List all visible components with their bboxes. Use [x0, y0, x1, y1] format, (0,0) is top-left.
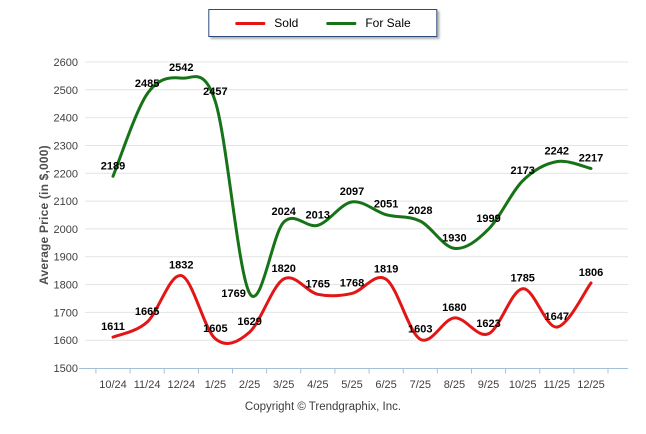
- y-axis-label: 2600: [54, 57, 78, 69]
- data-label: 1820: [271, 263, 295, 275]
- data-label: 1832: [169, 260, 193, 272]
- data-label: 1603: [408, 323, 432, 335]
- data-label: 2173: [510, 165, 534, 177]
- legend-item-for-sale[interactable]: For Sale: [326, 16, 411, 30]
- x-axis-label: 12/24: [168, 379, 196, 391]
- data-label: 1647: [545, 311, 569, 323]
- series-line-for-sale: [111, 75, 593, 298]
- data-label: 1611: [101, 321, 125, 333]
- y-axis-label: 1700: [54, 307, 78, 319]
- x-axis-label: 1/25: [205, 379, 226, 391]
- data-label: 1680: [442, 302, 466, 314]
- data-label: 2485: [135, 78, 159, 90]
- x-axis-label: 6/25: [375, 379, 396, 391]
- data-label: 1999: [476, 213, 500, 225]
- y-axis-label: 2000: [54, 224, 78, 236]
- y-axis-label: 1500: [54, 363, 78, 375]
- data-label: 2542: [169, 62, 193, 74]
- data-label: 1769: [221, 288, 245, 300]
- y-axis-label: 2400: [54, 113, 78, 125]
- legend-label-for-sale: For Sale: [365, 16, 411, 30]
- legend-item-sold[interactable]: Sold: [235, 16, 298, 30]
- data-label: 2457: [203, 86, 227, 98]
- x-axis-label: 7/25: [410, 379, 431, 391]
- x-axis-label: 8/25: [444, 379, 465, 391]
- sold-line-swatch: [235, 21, 266, 25]
- y-axis-label: 2300: [54, 141, 78, 153]
- data-label: 1665: [135, 306, 159, 318]
- x-axis-label: 2/25: [239, 379, 260, 391]
- x-axis-label: 10/24: [99, 379, 127, 391]
- data-label: 1623: [476, 318, 500, 330]
- x-axis-label: 11/25: [543, 379, 570, 391]
- data-label: 2097: [340, 186, 364, 198]
- legend: Sold For Sale: [208, 9, 438, 37]
- data-label: 1930: [442, 232, 466, 244]
- legend-label-sold: Sold: [274, 16, 299, 30]
- data-label: 1768: [340, 277, 364, 289]
- data-label: 1765: [306, 278, 330, 290]
- y-axis-label: 1600: [54, 335, 78, 347]
- x-axis-label: 10/25: [509, 379, 537, 391]
- y-axis-label: 1900: [54, 252, 78, 264]
- y-axis-label: 2100: [54, 196, 78, 208]
- y-axis-label: 2200: [54, 168, 78, 180]
- data-label: 2013: [306, 209, 330, 221]
- y-axis-label: 2500: [54, 85, 78, 97]
- data-label: 2028: [408, 205, 432, 217]
- y-axis-label: 1800: [54, 280, 78, 292]
- series-line-sold: [111, 274, 593, 345]
- x-axis-label: 3/25: [273, 379, 294, 391]
- data-label: 2024: [271, 206, 296, 218]
- data-label: 1629: [237, 316, 261, 328]
- data-label: 1605: [203, 323, 227, 335]
- x-axis-label: 12/25: [577, 379, 605, 391]
- data-label: 2189: [101, 160, 125, 172]
- x-axis-label: 11/24: [134, 379, 161, 391]
- data-label: 2217: [579, 153, 603, 165]
- y-axis-title: Average Price (in $,000): [37, 145, 51, 285]
- data-label: 1785: [510, 273, 534, 285]
- data-label: 1806: [579, 267, 603, 279]
- copyright-text: Copyright © Trendgraphix, Inc.: [244, 401, 402, 413]
- x-axis-label: 9/25: [478, 379, 499, 391]
- x-axis-label: 4/25: [307, 379, 328, 391]
- x-axis-label: 5/25: [341, 379, 362, 391]
- for-sale-line-swatch: [326, 21, 357, 25]
- data-label: 1819: [374, 263, 398, 275]
- data-label: 2051: [374, 199, 398, 211]
- data-label: 2242: [545, 146, 569, 158]
